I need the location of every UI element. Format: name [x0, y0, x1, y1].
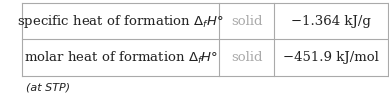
- Text: solid: solid: [231, 51, 263, 64]
- Text: −451.9 kJ/mol: −451.9 kJ/mol: [283, 51, 379, 64]
- Text: (at STP): (at STP): [26, 82, 70, 92]
- Text: specific heat of formation $\Delta_f H°$: specific heat of formation $\Delta_f H°$: [18, 13, 224, 30]
- Text: solid: solid: [231, 15, 263, 28]
- Text: −1.364 kJ/g: −1.364 kJ/g: [291, 15, 371, 28]
- Text: molar heat of formation $\Delta_f H°$: molar heat of formation $\Delta_f H°$: [24, 49, 218, 65]
